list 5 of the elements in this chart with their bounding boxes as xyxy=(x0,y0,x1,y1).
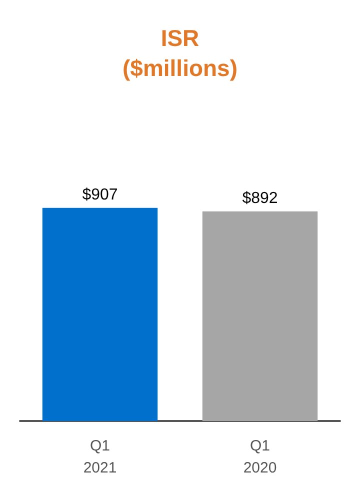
chart-title: ISR ($millions) xyxy=(122,25,238,81)
x-tick-label: Q1 2020 xyxy=(243,438,277,476)
data-label: $907 xyxy=(82,186,118,204)
x-tick-label: Q1 2021 xyxy=(83,438,117,476)
data-label: $892 xyxy=(242,190,278,207)
